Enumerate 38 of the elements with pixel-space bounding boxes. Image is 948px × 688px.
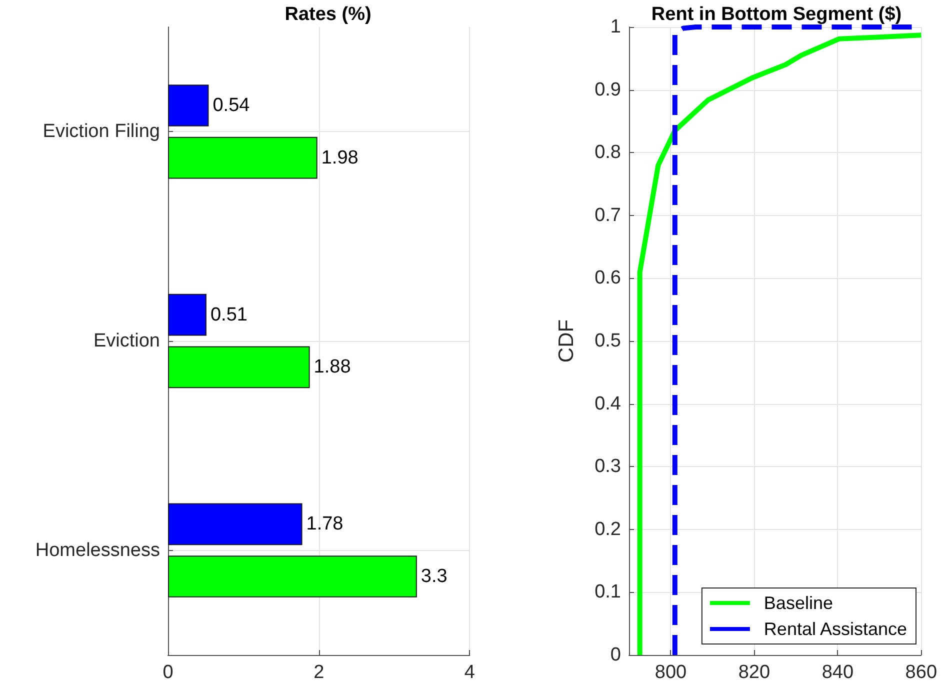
y-tick-label: 0.9 bbox=[594, 79, 621, 100]
data-label: 1.88 bbox=[314, 356, 351, 378]
bar bbox=[168, 503, 302, 546]
data-label: 1.78 bbox=[306, 514, 344, 535]
chart-title: Rates (%) bbox=[284, 4, 372, 25]
chart-title: Rent in Bottom Segment ($) bbox=[651, 4, 902, 25]
x-tick-label: 2 bbox=[314, 662, 324, 683]
data-label: 3.3 bbox=[420, 566, 448, 587]
x-tick-label: 840 bbox=[822, 662, 854, 683]
y-tick-label: 0.2 bbox=[594, 518, 621, 540]
bar bbox=[168, 136, 318, 179]
x-tick-label: 800 bbox=[654, 662, 687, 683]
bar bbox=[168, 346, 310, 388]
bar bbox=[168, 556, 417, 598]
x-tick-label: 4 bbox=[464, 662, 476, 683]
y-tick-label: 0.5 bbox=[594, 330, 621, 352]
bar bbox=[168, 294, 206, 336]
y-tick-label: 0.6 bbox=[594, 268, 621, 289]
data-label: 1.98 bbox=[321, 147, 358, 168]
y-tick-label: Homelessness bbox=[35, 540, 160, 561]
y-tick-label: Eviction Filing bbox=[42, 121, 160, 142]
y-tick-label: 0.8 bbox=[594, 142, 621, 164]
y-tick-label: 0.1 bbox=[594, 582, 621, 603]
y-tick-label: 1 bbox=[610, 16, 621, 38]
data-label: 0.54 bbox=[212, 95, 250, 116]
legend-label: Rental Assistance bbox=[764, 619, 908, 639]
y-axis-title: CDF bbox=[555, 319, 578, 363]
y-tick-label: 0 bbox=[610, 644, 621, 666]
y-tick-label: 0.4 bbox=[594, 393, 622, 414]
y-tick-label: Eviction bbox=[93, 330, 160, 352]
legend-label: Baseline bbox=[764, 593, 833, 613]
x-tick-label: 820 bbox=[738, 662, 770, 683]
x-tick-label: 860 bbox=[905, 662, 937, 683]
data-label: 0.51 bbox=[210, 304, 248, 326]
x-tick-label: 0 bbox=[162, 662, 174, 683]
y-tick-label: 0.7 bbox=[594, 204, 621, 226]
y-tick-label: 0.3 bbox=[594, 456, 621, 478]
bar bbox=[168, 84, 209, 126]
